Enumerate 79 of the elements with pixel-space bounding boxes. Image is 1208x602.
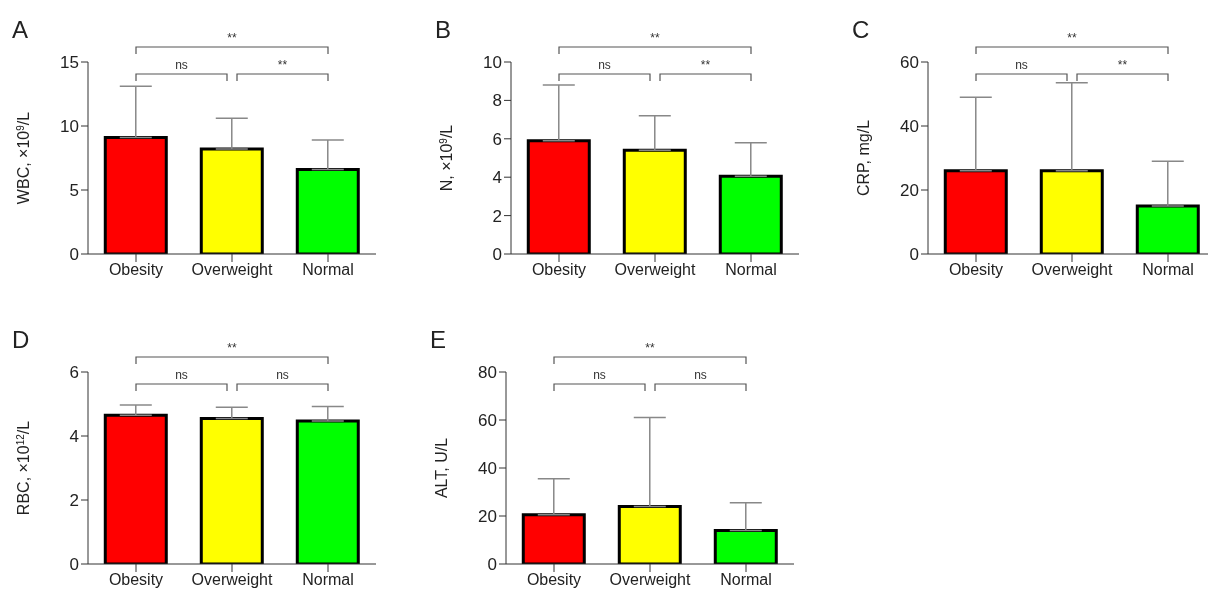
- x-tick-label: Overweight: [191, 261, 274, 279]
- y-tick-label: 15: [60, 53, 79, 73]
- bar: [713, 528, 778, 564]
- annotation: **: [1117, 58, 1128, 72]
- x-tick-label: Overweight: [191, 571, 274, 589]
- x-tick-label: Obesity: [948, 261, 1004, 279]
- y-tick-label: 0: [69, 555, 79, 575]
- significance-bracket: **: [975, 31, 1169, 55]
- y-tick-label: 8: [492, 91, 502, 111]
- y-tick-label: 5: [69, 181, 79, 201]
- annotation: ns: [1015, 58, 1028, 72]
- y-tick-label: 10: [60, 117, 79, 137]
- y-tick-label: 0: [492, 245, 502, 265]
- significance-bracket: **: [1076, 58, 1169, 82]
- x-tick-label: Normal: [1142, 261, 1194, 279]
- x-tick-label: Obesity: [108, 261, 164, 279]
- y-axis-title: CRP, mg/L: [855, 119, 872, 197]
- significance-bracket: ns: [975, 58, 1068, 82]
- y-tick-label: 2: [492, 206, 502, 226]
- y-tick-label: 0: [909, 245, 919, 265]
- significance-bracket: ns: [135, 58, 228, 82]
- x-tick-label: Normal: [725, 261, 777, 279]
- x-tick-label: Overweight: [1031, 261, 1114, 279]
- significance-bracket: **: [553, 341, 747, 365]
- bar: [103, 136, 168, 254]
- y-tick-label: 20: [478, 507, 497, 527]
- x-tick-label: Obesity: [108, 571, 164, 589]
- annotation: **: [277, 58, 288, 72]
- significance-bracket: **: [135, 341, 329, 365]
- y-tick-label: 10: [483, 53, 502, 73]
- significance-bracket: ns: [553, 368, 646, 392]
- x-tick-label: Normal: [720, 571, 772, 589]
- annotation: ns: [175, 58, 188, 72]
- annotation: ns: [598, 58, 611, 72]
- bar: [521, 513, 586, 564]
- chart-title: A: [12, 16, 29, 44]
- y-tick-label: 0: [69, 245, 79, 265]
- y-tick-label: 20: [900, 181, 919, 201]
- significance-bracket: ns: [558, 58, 651, 82]
- significance-bracket: **: [659, 58, 752, 82]
- chart-title: E: [430, 326, 447, 354]
- annotation: ns: [276, 368, 289, 382]
- significance-bracket: **: [558, 31, 752, 55]
- x-tick-label: Normal: [302, 261, 354, 279]
- chart-title: B: [435, 16, 452, 44]
- annotation: ns: [175, 368, 188, 382]
- y-tick-label: 2: [69, 491, 79, 511]
- significance-bracket: **: [135, 31, 329, 55]
- x-tick-label: Overweight: [609, 571, 692, 589]
- y-tick-label: 6: [492, 129, 502, 149]
- y-tick-label: 60: [900, 53, 919, 73]
- chart-title: C: [852, 16, 870, 44]
- y-tick-label: 4: [492, 168, 502, 188]
- x-tick-label: Obesity: [526, 571, 582, 589]
- y-tick-label: 80: [478, 363, 497, 383]
- y-tick-label: 40: [900, 117, 919, 137]
- y-tick-label: 60: [478, 411, 497, 431]
- x-tick-label: Overweight: [614, 261, 697, 279]
- annotation: ns: [694, 368, 707, 382]
- annotation: ns: [593, 368, 606, 382]
- bar: [526, 139, 591, 254]
- chart-title: D: [12, 326, 30, 354]
- bar: [617, 504, 682, 564]
- x-tick-label: Normal: [302, 571, 354, 589]
- significance-bracket: ns: [135, 368, 228, 392]
- bar: [295, 168, 360, 254]
- x-tick-label: Obesity: [531, 261, 587, 279]
- significance-bracket: ns: [236, 368, 329, 392]
- y-tick-label: 0: [487, 555, 497, 575]
- annotation: **: [700, 58, 711, 72]
- bar: [622, 148, 687, 254]
- significance-bracket: **: [236, 58, 329, 82]
- y-tick-label: 4: [69, 427, 79, 447]
- bar: [718, 174, 783, 254]
- y-tick-label: 40: [478, 459, 497, 479]
- bar: [199, 147, 264, 254]
- y-tick-label: 6: [69, 363, 79, 383]
- y-axis-title: ALT, U/L: [433, 437, 450, 499]
- significance-bracket: ns: [654, 368, 747, 392]
